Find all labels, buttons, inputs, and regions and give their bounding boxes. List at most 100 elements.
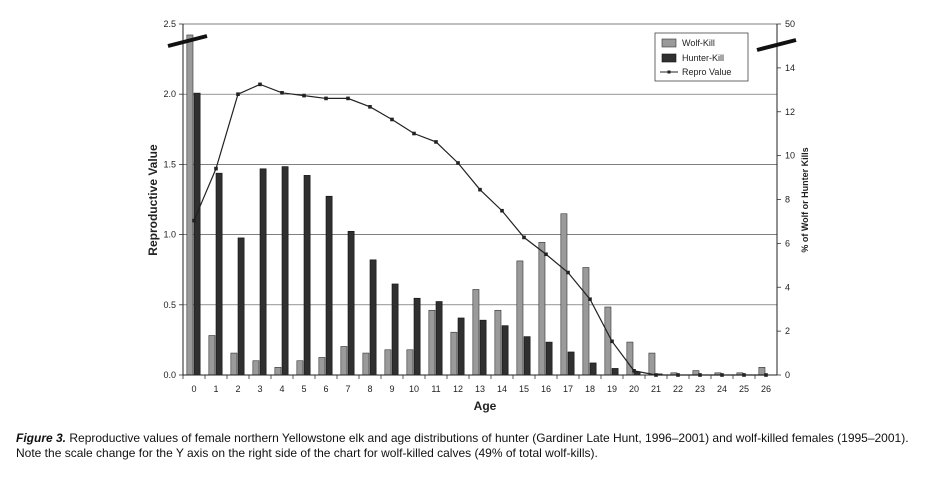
x-tick-label: 7 xyxy=(345,384,350,394)
wolf-kill-bar xyxy=(340,346,348,376)
repro-value-marker xyxy=(368,105,372,109)
x-tick-label: 3 xyxy=(257,384,262,394)
x-tick-label: 16 xyxy=(541,384,551,394)
x-tick-label: 21 xyxy=(651,384,661,394)
wolf-kill-bar xyxy=(538,241,546,376)
wolf-kill-bar xyxy=(758,367,766,376)
y-right-tick-label: 0 xyxy=(785,370,790,380)
wolf-kill-bar xyxy=(516,260,524,376)
y-left-tick-label: 1.5 xyxy=(163,159,176,169)
scale-break-mark-left xyxy=(167,34,208,48)
hunter-kill-bar xyxy=(479,319,487,376)
wolf-kill-bar xyxy=(230,352,238,376)
wolf-kill-bar xyxy=(362,352,370,376)
caption-text: Reproductive values of female northern Y… xyxy=(16,431,909,460)
hunter-kill-bar xyxy=(435,301,443,376)
x-tick-label: 20 xyxy=(629,384,639,394)
repro-value-marker xyxy=(610,339,614,344)
legend-label-repro-value: Repro Value xyxy=(682,67,731,77)
scale-break-mark-right xyxy=(756,38,797,52)
x-tick-label: 24 xyxy=(717,384,727,394)
hunter-kill-bar xyxy=(325,195,333,376)
y-right-tick-label: 10 xyxy=(785,151,795,161)
hunter-kill-bar xyxy=(369,259,377,376)
x-tick-label: 1 xyxy=(213,384,218,394)
hunter-kill-bar xyxy=(523,336,531,376)
x-tick-label: 0 xyxy=(191,384,196,394)
hunter-kill-bar xyxy=(347,231,355,376)
x-tick-label: 10 xyxy=(409,384,419,394)
x-tick-label: 13 xyxy=(475,384,485,394)
repro-value-marker xyxy=(632,368,636,373)
wolf-kill-bar xyxy=(494,309,502,376)
y-left-tick-label: 2.5 xyxy=(163,19,176,29)
y-left-tick-label: 2.0 xyxy=(163,89,176,99)
wolf-kill-bar xyxy=(648,352,656,376)
hunter-kill-bar xyxy=(303,175,311,376)
bar-series xyxy=(186,34,766,376)
x-tick-label: 4 xyxy=(279,384,284,394)
repro-value-marker xyxy=(302,93,306,98)
y-right-tick-label: 8 xyxy=(785,195,790,205)
wolf-kill-bar xyxy=(626,341,634,376)
hunter-kill-bar xyxy=(413,297,421,376)
x-tick-label: 15 xyxy=(519,384,529,394)
hunter-kill-bar xyxy=(457,317,465,376)
x-tick-label: 19 xyxy=(607,384,617,394)
legend-label-hunter-kill: Hunter-Kill xyxy=(682,53,724,63)
x-tick-label: 23 xyxy=(695,384,705,394)
repro-value-marker xyxy=(456,161,460,165)
x-tick-label: 8 xyxy=(367,384,372,394)
wolf-kill-bar xyxy=(318,357,326,376)
y-right-tick-label: 6 xyxy=(785,238,790,248)
repro-value-marker xyxy=(522,235,526,240)
hunter-kill-bar xyxy=(501,325,509,376)
wolf-kill-bar xyxy=(384,349,392,376)
wolf-kill-bar xyxy=(296,360,304,376)
repro-value-marker xyxy=(324,96,328,101)
scale-break-marks xyxy=(167,34,797,52)
x-tick-label: 18 xyxy=(585,384,595,394)
x-tick-label: 6 xyxy=(323,384,328,394)
wolf-kill-bar xyxy=(186,34,194,376)
y-right-tick-label: 2 xyxy=(785,326,790,336)
repro-value-marker xyxy=(192,218,196,223)
figure-caption: Figure 3. Reproductive values of female … xyxy=(16,431,936,461)
repro-value-marker xyxy=(280,90,284,95)
legend-marker-repro-value xyxy=(667,70,671,74)
wolf-kill-bar xyxy=(450,331,458,376)
wolf-kill-bar xyxy=(692,370,700,376)
x-tick-label: 5 xyxy=(301,384,306,394)
x-tick-label: 9 xyxy=(389,384,394,394)
hunter-kill-bar xyxy=(193,92,201,376)
hunter-kill-bar xyxy=(237,237,245,376)
x-tick-label: 2 xyxy=(235,384,240,394)
x-tick-label: 25 xyxy=(739,384,749,394)
hunter-kill-bar xyxy=(611,368,619,376)
hunter-kill-bar xyxy=(567,351,575,376)
x-tick-label: 22 xyxy=(673,384,683,394)
hunter-kill-bar xyxy=(545,341,553,376)
y-right-tick-label: 12 xyxy=(785,107,795,117)
repro-value-marker xyxy=(566,270,570,275)
wolf-kill-bar xyxy=(472,289,480,376)
repro-value-marker xyxy=(434,140,438,144)
y-right-tick-label: 4 xyxy=(785,282,790,292)
legend: Wolf-Kill Hunter-Kill Repro Value xyxy=(654,32,749,82)
repro-value-marker xyxy=(588,297,592,301)
repro-value-marker xyxy=(214,166,218,171)
hunter-kill-bar xyxy=(391,283,399,376)
wolf-kill-bar xyxy=(406,349,414,376)
repro-value-marker xyxy=(258,82,262,87)
x-tick-label: 12 xyxy=(453,384,463,394)
wolf-kill-bar xyxy=(604,306,612,376)
y-axis-right-title: % of Wolf or Hunter Kills xyxy=(800,147,810,252)
hunter-kill-bar xyxy=(589,362,597,376)
wolf-kill-bar xyxy=(208,335,216,376)
y-left-tick-label: 0.0 xyxy=(163,370,176,380)
repro-value-marker xyxy=(544,252,548,257)
legend-label-wolf-kill: Wolf-Kill xyxy=(682,38,715,48)
repro-value-marker xyxy=(478,187,482,192)
x-tick-label: 14 xyxy=(497,384,507,394)
